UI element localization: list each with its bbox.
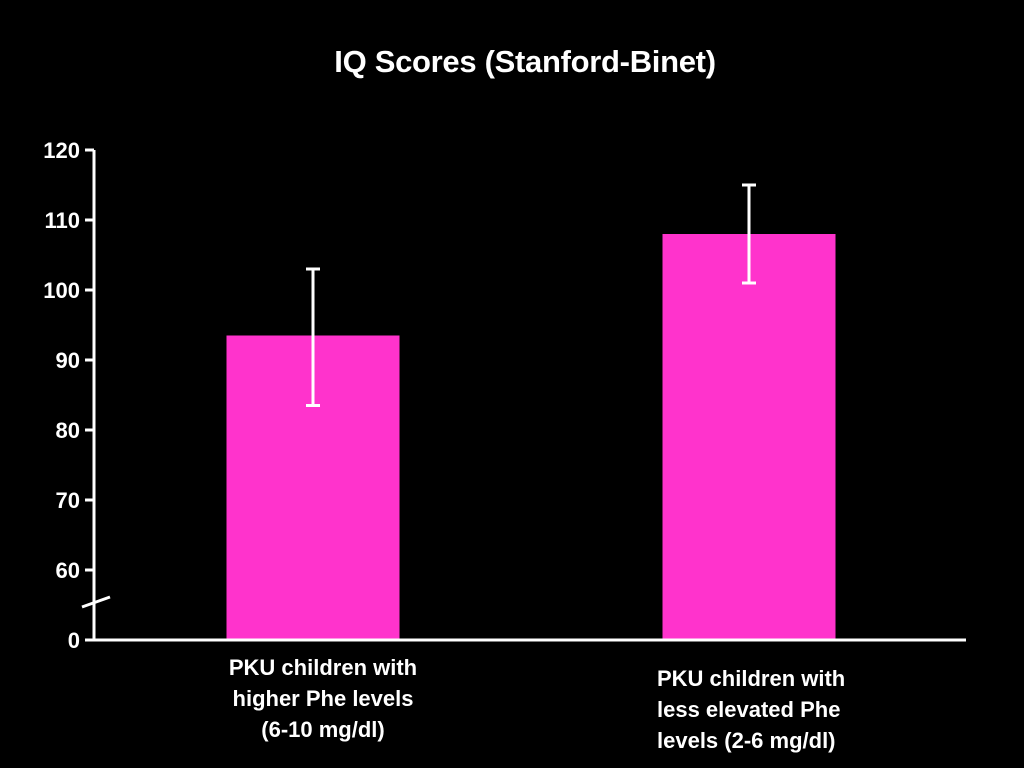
bar xyxy=(662,234,836,639)
chart-axes xyxy=(81,150,966,642)
x-category-label-line: less elevated Phe xyxy=(657,697,841,722)
x-category-label-line: higher Phe levels xyxy=(232,686,414,711)
chart-title: IQ Scores (Stanford-Binet) xyxy=(334,44,716,79)
y-tick-label: 120 xyxy=(43,138,80,163)
y-tick-label: 70 xyxy=(56,488,80,513)
y-tick-label: 100 xyxy=(43,278,80,303)
x-category-label-higher-phe: PKU children with higher Phe levels (6-1… xyxy=(229,652,417,745)
y-tick-label: 80 xyxy=(56,418,80,443)
x-category-label-line: PKU children with xyxy=(657,666,846,691)
chart-error-bars xyxy=(306,183,756,407)
x-category-label-line: (6-10 mg/dl) xyxy=(261,717,385,742)
y-axis-break-mark xyxy=(81,595,111,609)
chart-bars xyxy=(226,234,836,639)
y-tick-label: 110 xyxy=(45,208,81,233)
chart-y-ticks: 120 110 100 90 80 70 60 0 xyxy=(43,138,94,653)
x-category-label-less-elevated-phe: PKU children with less elevated Phe leve… xyxy=(657,663,845,756)
y-tick-label: 60 xyxy=(56,558,80,583)
y-tick-label: 0 xyxy=(68,628,80,653)
x-category-label-line: PKU children with xyxy=(228,655,418,680)
y-tick-label: 90 xyxy=(56,348,80,373)
x-category-label-line: levels (2-6 mg/dl) xyxy=(657,728,836,753)
